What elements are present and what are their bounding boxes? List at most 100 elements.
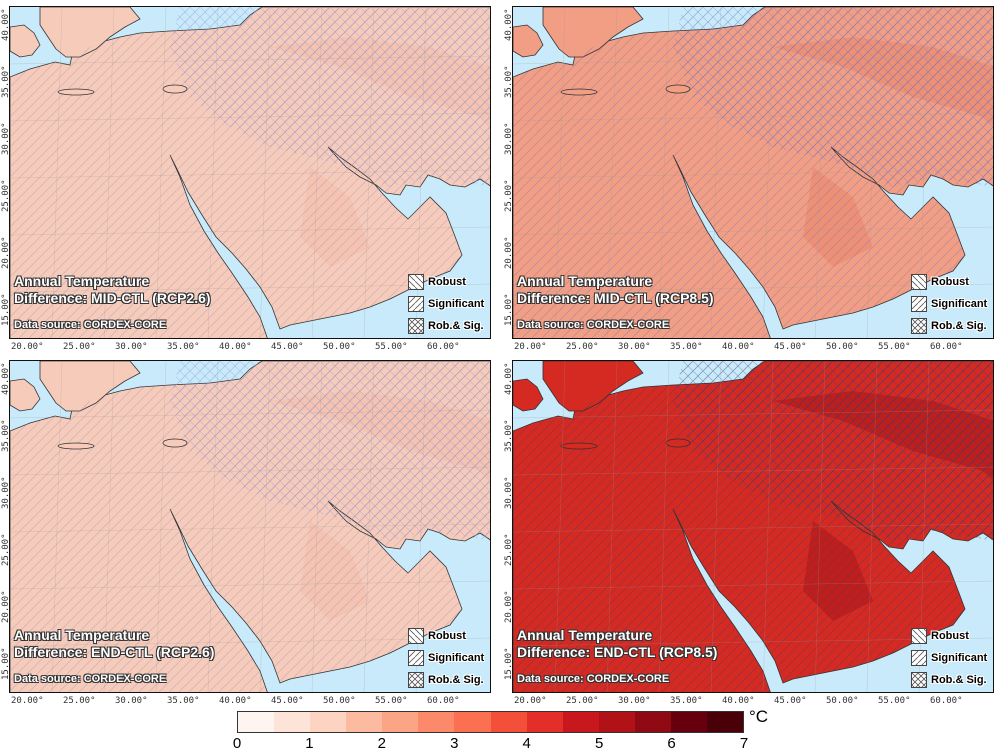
panel-title-line1: Annual Temperature xyxy=(517,273,653,289)
crete-island xyxy=(57,442,95,450)
panel-title-line2: Difference: MID-CTL (RCP8.5) xyxy=(517,290,714,306)
graticule-line xyxy=(710,7,722,338)
cyprus-island xyxy=(665,84,691,94)
longitude-label: 50.00° xyxy=(826,342,859,352)
latitude-label: 25.00° xyxy=(504,533,514,566)
graticule-line xyxy=(513,466,993,476)
colorbar-cell xyxy=(490,712,527,732)
panel-title: Annual Temperature Difference: MID-CTL (R… xyxy=(14,273,211,307)
graticule-line xyxy=(513,55,993,65)
map-panel-mid-rcp85: Annual Temperature Difference: MID-CTL (R… xyxy=(512,6,994,339)
crete-island xyxy=(560,442,598,450)
colorbar-tick-label: 2 xyxy=(377,735,387,752)
longitude-label: 30.00° xyxy=(618,696,651,706)
longitude-label: 20.00° xyxy=(11,696,44,706)
colorbar-tick-label: 6 xyxy=(667,735,676,752)
legend-swatch xyxy=(408,628,424,644)
colorbar-unit: °C xyxy=(749,707,769,726)
graticule-line xyxy=(814,7,826,338)
graticule-line xyxy=(762,7,774,338)
colorbar-cell xyxy=(526,712,563,732)
legend-label: Robust xyxy=(428,630,466,642)
panel-title-line2: Difference: MID-CTL (RCP2.6) xyxy=(14,290,211,306)
latitude-label: 35.00° xyxy=(504,419,514,452)
latitude-label: 35.00° xyxy=(1,419,11,452)
legend-item-robust: Robust xyxy=(408,626,488,646)
legend-item-significant: Significant xyxy=(408,648,488,668)
longitude-label: 55.00° xyxy=(878,696,911,706)
colorbar-cell xyxy=(310,712,347,732)
latitude-label: 25.00° xyxy=(1,533,11,566)
graticule-line xyxy=(10,409,490,419)
legend-label: Significant xyxy=(428,298,485,310)
longitude-label: 55.00° xyxy=(375,342,408,352)
graticule-line xyxy=(513,409,993,419)
data-source: Data source: CORDEX-CORE xyxy=(517,319,670,331)
colorbar xyxy=(237,711,744,733)
graticule-line xyxy=(658,361,670,692)
graticule-line xyxy=(155,7,167,338)
map-panel-mid-rcp26: Annual Temperature Difference: MID-CTL (R… xyxy=(9,6,491,339)
panel-title: Annual Temperature Difference: END-CTL (R… xyxy=(14,627,214,661)
latitude-label: 40.00° xyxy=(504,8,514,41)
graticule-line xyxy=(513,523,993,533)
colorbar-tick-label: 5 xyxy=(594,735,604,752)
graticule-line xyxy=(363,361,375,692)
graticule-line xyxy=(762,361,774,692)
colorbar-cell xyxy=(562,712,599,732)
longitude-label: 50.00° xyxy=(323,696,356,706)
robust-significant-hatch xyxy=(170,7,490,187)
longitude-label: 40.00° xyxy=(722,696,755,706)
graticule-line xyxy=(207,361,219,692)
legend-swatch xyxy=(911,672,927,688)
graticule-line xyxy=(10,112,490,122)
graticule-line xyxy=(658,7,670,338)
cyprus-island xyxy=(162,438,188,448)
colorbar-cell xyxy=(598,712,635,732)
longitude-label: 35.00° xyxy=(670,342,703,352)
longitude-label: 25.00° xyxy=(566,696,599,706)
longitude-label: 50.00° xyxy=(323,342,356,352)
legend-swatch xyxy=(911,296,927,312)
longitude-label: 25.00° xyxy=(63,342,96,352)
graticule-line xyxy=(814,361,826,692)
legend-swatch xyxy=(408,318,424,334)
latitude-label: 15.00° xyxy=(504,293,514,326)
land-thrace xyxy=(10,24,41,58)
latitude-label: 20.00° xyxy=(504,590,514,623)
graticule-line xyxy=(311,7,323,338)
legend-swatch xyxy=(911,318,927,334)
longitude-label: 35.00° xyxy=(670,696,703,706)
graticule-line xyxy=(10,226,490,236)
graticule-line xyxy=(10,55,490,65)
panel-title: Annual Temperature Difference: MID-CTL (R… xyxy=(517,273,714,307)
latitude-label: 35.00° xyxy=(504,65,514,98)
data-source: Data source: CORDEX-CORE xyxy=(14,319,167,331)
latitude-label: 30.00° xyxy=(504,122,514,155)
legend-label: Robust xyxy=(931,630,969,642)
robust-significant-hatch xyxy=(673,361,993,541)
legend-label: Rob.& Sig. xyxy=(428,320,484,332)
graticule-line xyxy=(10,169,490,179)
legend-label: Robust xyxy=(428,276,466,288)
map-panel-end-rcp26: Annual Temperature Difference: END-CTL (R… xyxy=(9,360,491,693)
colorbar-cell xyxy=(346,712,383,732)
land-thrace xyxy=(513,24,544,58)
legend-item-significant: Significant xyxy=(408,294,488,314)
longitude-label: 60.00° xyxy=(930,342,963,352)
longitude-label: 35.00° xyxy=(167,342,200,352)
colorbar-cell xyxy=(418,712,455,732)
latitude-label: 40.00° xyxy=(504,362,514,395)
legend-swatch xyxy=(911,274,927,290)
longitude-label: 20.00° xyxy=(11,342,44,352)
longitude-label: 20.00° xyxy=(514,342,547,352)
robust-significant-hatch xyxy=(170,361,490,541)
longitude-label: 30.00° xyxy=(115,342,148,352)
graticule-line xyxy=(155,361,167,692)
legend-swatch xyxy=(408,274,424,290)
legend-item-robust: Robust xyxy=(911,626,991,646)
hatch-legend: Robust Significant Rob.& Sig. xyxy=(408,270,488,336)
colorbar-tick-label: 7 xyxy=(739,735,749,752)
latitude-label: 25.00° xyxy=(1,179,11,212)
longitude-label: 30.00° xyxy=(115,696,148,706)
